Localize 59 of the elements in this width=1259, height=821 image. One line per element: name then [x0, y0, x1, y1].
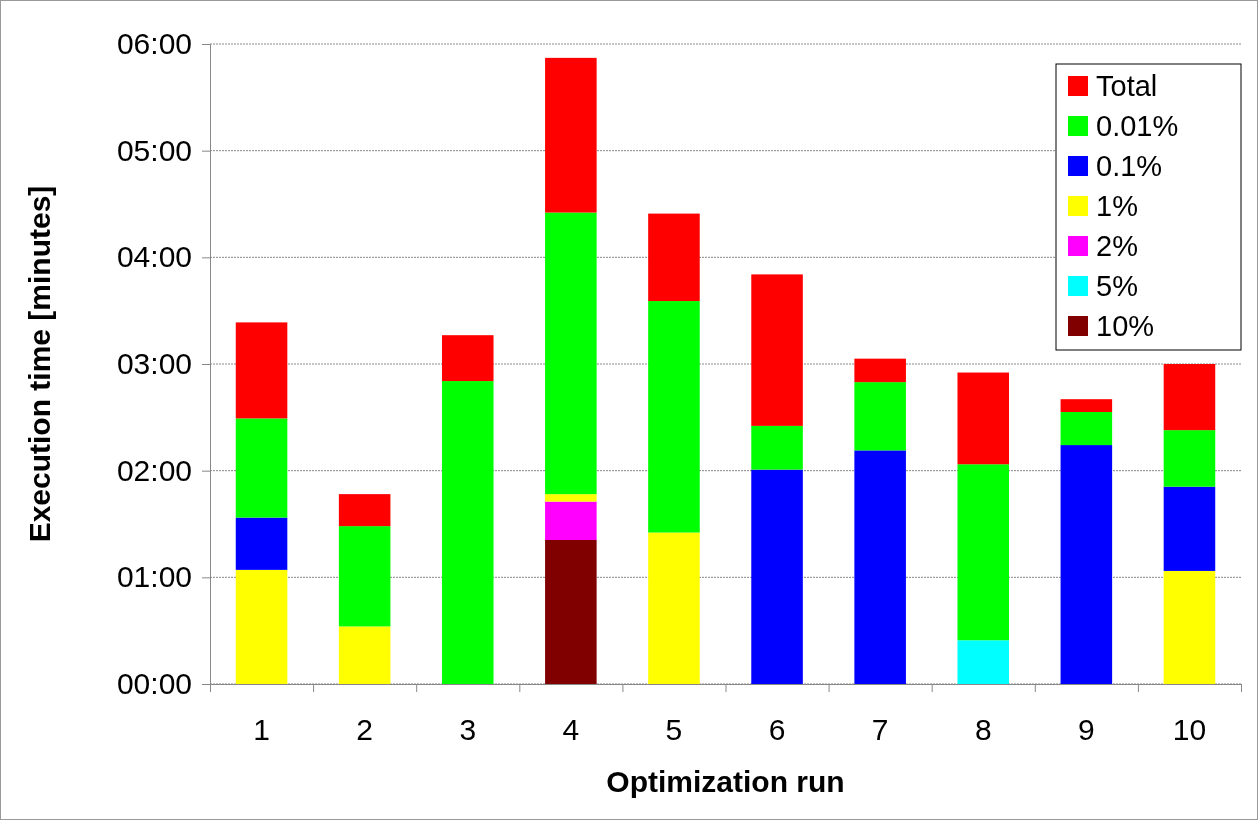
x-tick-label: 1	[253, 713, 270, 746]
bar	[235, 322, 288, 419]
bar	[1060, 412, 1113, 446]
y-tick-label: 04:00	[116, 240, 192, 274]
bar	[545, 57, 597, 213]
bar	[751, 469, 803, 684]
bar	[648, 213, 700, 302]
bar	[1163, 486, 1216, 571]
x-tick-label: 6	[768, 713, 786, 746]
bar	[751, 425, 803, 470]
bar	[338, 494, 391, 527]
bar	[545, 501, 597, 540]
x-tick-label: 3	[459, 713, 477, 746]
legend-label: 0.1%	[1096, 150, 1163, 182]
y-tick-label: 03:00	[116, 347, 192, 381]
bar	[854, 382, 906, 451]
bar	[854, 450, 906, 684]
y-tick-label: 05:00	[116, 133, 192, 167]
bar	[338, 626, 391, 684]
bar	[957, 372, 1010, 465]
x-tick-label: 9	[1078, 713, 1095, 746]
x-tick-label: 4	[562, 713, 580, 746]
bar	[441, 335, 494, 382]
y-tick-label: 01:00	[116, 560, 192, 594]
legend-label: 2%	[1096, 230, 1138, 262]
bar	[1163, 570, 1216, 684]
bar	[545, 540, 597, 684]
x-tick-label: 5	[665, 713, 683, 746]
x-tick-label: 7	[871, 713, 889, 746]
legend-label: Total	[1096, 70, 1158, 102]
legend-label: 0.01%	[1096, 110, 1179, 142]
bar	[957, 464, 1010, 641]
bar	[751, 274, 803, 426]
bar	[854, 358, 906, 383]
bar	[545, 212, 597, 495]
legend-label: 10%	[1096, 310, 1155, 342]
bar	[235, 418, 288, 518]
bar	[1060, 399, 1113, 412]
x-axis-title: Optimization run	[606, 765, 845, 798]
bar	[957, 640, 1010, 684]
bar	[1163, 430, 1216, 487]
bar	[441, 381, 494, 684]
bar	[1163, 364, 1216, 431]
bar	[338, 526, 391, 627]
legend-label: 1%	[1096, 190, 1138, 222]
x-tick-label: 8	[974, 713, 992, 746]
x-tick-label: 10	[1172, 713, 1207, 746]
y-tick-label: 02:00	[116, 453, 192, 487]
y-axis-title: Execution time [minutes]	[23, 185, 56, 543]
bar	[648, 301, 700, 533]
legend-label: 5%	[1096, 270, 1138, 302]
x-tick-label: 2	[356, 713, 373, 746]
bar	[545, 494, 597, 502]
bar	[235, 517, 288, 570]
bar	[235, 569, 288, 684]
bar	[1060, 445, 1113, 684]
bar	[648, 532, 700, 684]
y-tick-label: 00:00	[116, 667, 192, 701]
y-tick-label: 06:00	[116, 27, 192, 61]
